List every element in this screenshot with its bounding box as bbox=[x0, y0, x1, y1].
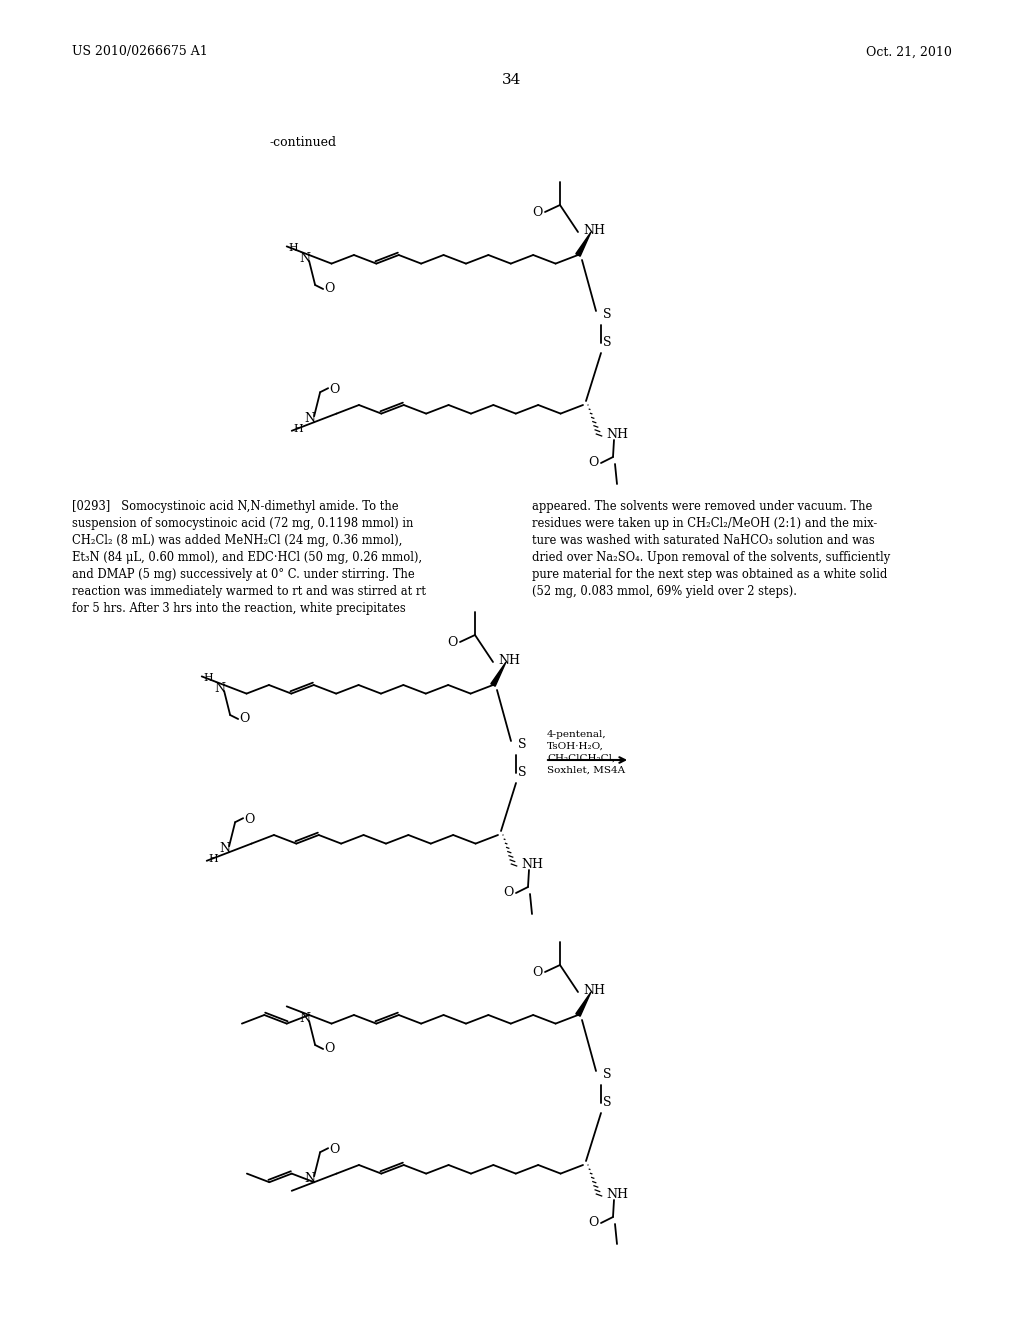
Text: N: N bbox=[304, 412, 315, 425]
Text: O: O bbox=[446, 635, 457, 648]
Text: O: O bbox=[325, 1041, 335, 1055]
Text: N: N bbox=[304, 1172, 315, 1185]
Text: pure material for the next step was obtained as a white solid: pure material for the next step was obta… bbox=[532, 568, 888, 581]
Polygon shape bbox=[575, 993, 591, 1016]
Text: NH: NH bbox=[606, 1188, 628, 1201]
Text: 34: 34 bbox=[503, 73, 521, 87]
Text: O: O bbox=[244, 813, 255, 826]
Text: US 2010/0266675 A1: US 2010/0266675 A1 bbox=[72, 45, 208, 58]
Text: 4-pentenal,: 4-pentenal, bbox=[547, 730, 606, 739]
Text: for 5 hrs. After 3 hrs into the reaction, white precipitates: for 5 hrs. After 3 hrs into the reaction… bbox=[72, 602, 406, 615]
Text: Oct. 21, 2010: Oct. 21, 2010 bbox=[866, 45, 952, 58]
Text: TsOH·H₂O,: TsOH·H₂O, bbox=[547, 742, 604, 751]
Text: N: N bbox=[300, 252, 310, 265]
Text: O: O bbox=[589, 455, 599, 469]
Text: NH: NH bbox=[498, 653, 520, 667]
Text: Soxhlet, MS4A: Soxhlet, MS4A bbox=[547, 766, 625, 775]
Text: S: S bbox=[603, 337, 611, 350]
Polygon shape bbox=[490, 663, 506, 686]
Text: (52 mg, 0.083 mmol, 69% yield over 2 steps).: (52 mg, 0.083 mmol, 69% yield over 2 ste… bbox=[532, 585, 797, 598]
Text: N: N bbox=[215, 682, 225, 696]
Text: O: O bbox=[325, 281, 335, 294]
Text: appeared. The solvents were removed under vacuum. The: appeared. The solvents were removed unde… bbox=[532, 500, 872, 513]
Text: S: S bbox=[603, 1097, 611, 1110]
Text: H: H bbox=[208, 854, 218, 865]
Text: CH₂Cl₂ (8 mL) was added MeNH₂Cl (24 mg, 0.36 mmol),: CH₂Cl₂ (8 mL) was added MeNH₂Cl (24 mg, … bbox=[72, 535, 402, 546]
Text: and DMAP (5 mg) successively at 0° C. under stirring. The: and DMAP (5 mg) successively at 0° C. un… bbox=[72, 568, 415, 581]
Text: O: O bbox=[589, 1216, 599, 1229]
Text: O: O bbox=[531, 965, 542, 978]
Text: O: O bbox=[531, 206, 542, 219]
Text: H: H bbox=[294, 424, 303, 434]
Text: O: O bbox=[240, 711, 250, 725]
Text: O: O bbox=[329, 383, 340, 396]
Text: O: O bbox=[504, 886, 514, 899]
Text: NH: NH bbox=[583, 983, 605, 997]
Text: ture was washed with saturated NaHCO₃ solution and was: ture was washed with saturated NaHCO₃ so… bbox=[532, 535, 874, 546]
Text: O: O bbox=[329, 1143, 340, 1156]
Text: reaction was immediately warmed to rt and was stirred at rt: reaction was immediately warmed to rt an… bbox=[72, 585, 426, 598]
Text: N: N bbox=[300, 1012, 310, 1026]
Text: NH: NH bbox=[583, 223, 605, 236]
Text: NH: NH bbox=[606, 429, 628, 441]
Text: S: S bbox=[518, 738, 526, 751]
Text: S: S bbox=[518, 767, 526, 780]
Text: S: S bbox=[603, 309, 611, 322]
Text: H: H bbox=[289, 243, 298, 253]
Text: H: H bbox=[204, 673, 213, 682]
Text: N: N bbox=[219, 842, 230, 855]
Text: Et₃N (84 μL, 0.60 mmol), and EDC·HCl (50 mg, 0.26 mmol),: Et₃N (84 μL, 0.60 mmol), and EDC·HCl (50… bbox=[72, 550, 422, 564]
Text: S: S bbox=[603, 1068, 611, 1081]
Text: suspension of somocystinoic acid (72 mg, 0.1198 mmol) in: suspension of somocystinoic acid (72 mg,… bbox=[72, 517, 414, 531]
Text: [0293]   Somocystinoic acid N,N-dimethyl amide. To the: [0293] Somocystinoic acid N,N-dimethyl a… bbox=[72, 500, 398, 513]
Text: CH₂ClCH₂Cl,: CH₂ClCH₂Cl, bbox=[547, 754, 615, 763]
Polygon shape bbox=[575, 232, 591, 256]
Text: residues were taken up in CH₂Cl₂/MeOH (2:1) and the mix-: residues were taken up in CH₂Cl₂/MeOH (2… bbox=[532, 517, 878, 531]
Text: -continued: -continued bbox=[270, 136, 337, 149]
Text: NH: NH bbox=[521, 858, 543, 871]
Text: dried over Na₂SO₄. Upon removal of the solvents, sufficiently: dried over Na₂SO₄. Upon removal of the s… bbox=[532, 550, 890, 564]
